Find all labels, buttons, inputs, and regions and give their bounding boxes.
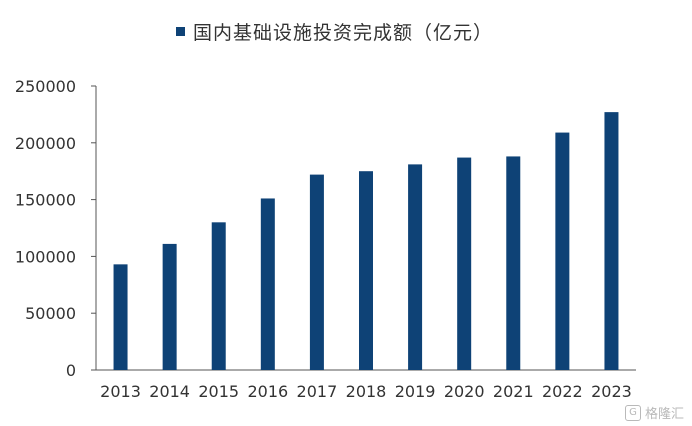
bars [113, 112, 619, 371]
y-tick-label: 100000 [15, 247, 76, 266]
bar [408, 164, 423, 370]
bar [506, 156, 521, 370]
x-axis: 2013 2014 2015 2016 2017 2018 2019 2020 2021 2022… [96, 369, 636, 401]
y-tick-label: 150000 [15, 191, 76, 210]
y-axis: 0 50000 100000 150000 200000 250000 [15, 77, 97, 380]
bar [604, 112, 619, 371]
x-tick-label: 2015 [198, 382, 239, 401]
bar [309, 174, 324, 370]
legend-swatch [176, 27, 185, 36]
chart-title: 国内基础设施投资完成额（亿元） [193, 22, 494, 44]
y-tick-label: 50000 [25, 304, 76, 323]
x-tick-label: 2018 [346, 382, 387, 401]
bar [555, 132, 570, 370]
x-tick-label: 2014 [149, 382, 190, 401]
y-tick-label: 250000 [15, 77, 76, 96]
x-tick-label: 2013 [100, 382, 141, 401]
bar [457, 157, 472, 370]
bar [359, 171, 373, 370]
bar [260, 198, 275, 370]
bar [113, 264, 128, 370]
bar [211, 222, 226, 370]
bar [162, 243, 177, 370]
watermark: G 格隆汇 [624, 403, 684, 422]
x-tick-label: 2019 [395, 382, 436, 401]
x-tick-label: 2022 [542, 382, 583, 401]
x-tick-label: 2017 [297, 382, 338, 401]
x-tick-label: 2020 [444, 382, 485, 401]
x-tick-label: 2023 [591, 382, 632, 401]
watermark-text: 格隆汇 [644, 407, 684, 422]
legend: 国内基础设施投资完成额（亿元） [176, 18, 493, 45]
y-tick-label: 0 [66, 361, 76, 380]
x-tick-label: 2021 [493, 382, 534, 401]
y-tick-label: 200000 [15, 134, 76, 153]
x-tick-label: 2016 [247, 382, 288, 401]
watermark-logo-icon: G [624, 404, 641, 421]
